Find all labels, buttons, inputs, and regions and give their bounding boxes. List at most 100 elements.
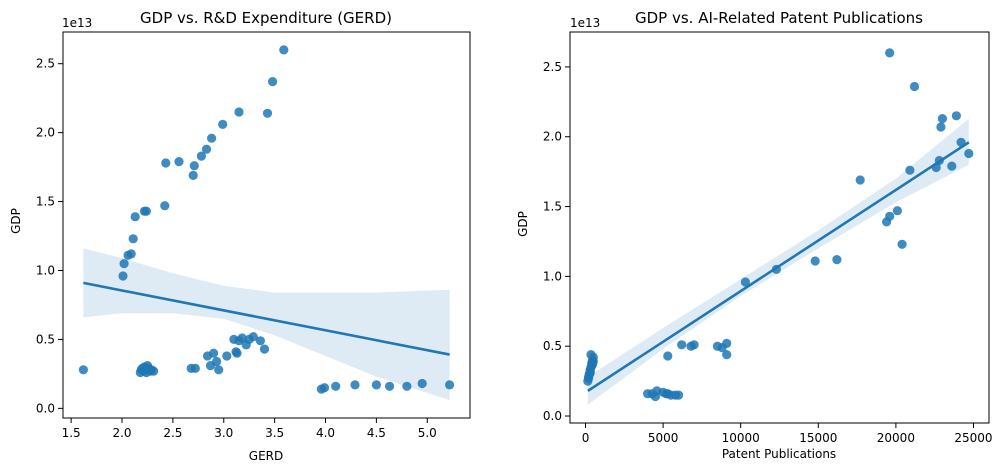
chart-right-data-point xyxy=(810,256,820,266)
chart-right-x-tick-label: 5000 xyxy=(648,431,679,445)
chart-right-y-tick-label: 2.0 xyxy=(543,130,562,144)
chart-right-data-point xyxy=(674,390,684,400)
chart-left-x-tick-label: 3.0 xyxy=(214,426,233,440)
chart-left-y-tick-label: 2.0 xyxy=(36,126,55,140)
chart-right-data-point xyxy=(722,350,732,360)
chart-right-data-point xyxy=(832,255,842,265)
chart-right-data-point xyxy=(964,148,974,159)
chart-right-data-point xyxy=(650,391,661,402)
chart-left-data-point xyxy=(149,366,159,376)
chart-left-xlabel: GERD xyxy=(249,449,283,463)
chart-left-y-tick-label: 0.0 xyxy=(36,401,55,415)
chart-left-data-point xyxy=(350,380,360,390)
chart-left-data-point xyxy=(445,380,455,390)
chart-right-data-point xyxy=(947,161,957,171)
chart-right-x-tick-label: 25000 xyxy=(954,431,992,445)
chart-left-data-point xyxy=(268,77,278,87)
chart-left-data-point xyxy=(141,206,151,216)
chart-right-y-tick-label: 0.5 xyxy=(543,339,562,353)
chart-left-data-point xyxy=(196,151,206,161)
chart-right: 0 5000 10000 15000 20000 25000 0.0 0.5 1.0 1.5 2.0… xyxy=(516,9,993,461)
chart-left-data-point xyxy=(371,380,381,390)
chart-left-data-point xyxy=(188,170,198,180)
chart-left-data-point xyxy=(128,234,138,244)
chart-left-data-point xyxy=(161,158,171,168)
chart-left-data-point xyxy=(417,378,427,389)
chart-right-y-tick-label: 2.5 xyxy=(543,60,562,74)
chart-left-data-point xyxy=(119,259,129,269)
chart-left-x-tick-label: 4.0 xyxy=(316,426,335,440)
chart-left-data-point xyxy=(237,333,247,343)
chart-right-y-tick-label: 0.0 xyxy=(543,409,562,423)
chart-right-data-point xyxy=(677,340,687,350)
chart-right-data-point xyxy=(936,122,946,132)
chart-left: 1.5 2.0 2.5 3.0 3.5 4.0 4.5 5.0 0.0 0.5 1.0 1.5 2.0 2… xyxy=(9,9,471,463)
chart-left-x-tick-label: 2.0 xyxy=(112,426,131,440)
chart-left-data-point xyxy=(209,348,219,358)
chart-right-data-point xyxy=(663,351,673,361)
chart-left-data-point xyxy=(262,108,273,118)
chart-right-data-point xyxy=(689,340,699,350)
chart-left-data-point xyxy=(402,381,412,391)
chart-left-data-point xyxy=(255,336,265,346)
chart-left-data-point xyxy=(78,365,88,375)
chart-left-x-tick-label: 5.0 xyxy=(418,426,437,440)
chart-left-data-point xyxy=(232,348,242,358)
chart-left-y-tick-label: 1.0 xyxy=(36,263,55,277)
chart-left-data-point xyxy=(189,161,199,171)
chart-right-data-point xyxy=(897,239,907,249)
chart-left-x-tick-label: 1.5 xyxy=(62,426,81,440)
chart-right-data-point xyxy=(937,114,948,124)
chart-left-y-tick-label: 2.5 xyxy=(36,57,55,71)
chart-left-title: GDP vs. R&D Expenditure (GERD) xyxy=(140,9,392,27)
chart-right-data-point xyxy=(585,365,595,375)
chart-left-data-point xyxy=(218,119,228,129)
chart-left-data-point xyxy=(126,249,136,259)
chart-left-data-point xyxy=(207,133,217,143)
chart-right-data-point xyxy=(956,137,966,147)
chart-left-axes-frame xyxy=(62,31,471,419)
chart-left-points-layer xyxy=(78,45,455,394)
chart-right-y-tick-label: 1.5 xyxy=(543,200,562,214)
chart-left-data-point xyxy=(248,332,258,342)
chart-left-y-offset: 1e13 xyxy=(62,16,92,30)
chart-left-data-point xyxy=(118,271,128,281)
chart-left-band-layer xyxy=(83,248,450,401)
chart-right-data-point xyxy=(905,165,915,175)
chart-right-data-point xyxy=(951,111,962,121)
chart-right-data-point xyxy=(740,277,751,287)
chart-right-y-tick-label: 1.0 xyxy=(543,269,562,283)
chart-right-band-layer xyxy=(587,118,969,405)
chart-left-data-point xyxy=(385,381,395,391)
chart-right-data-point xyxy=(663,389,673,399)
chart-right-points-layer xyxy=(583,48,974,402)
chart-right-xlabel: Patent Publications xyxy=(722,447,836,461)
chart-left-regression-line xyxy=(83,281,450,356)
chart-right-data-point xyxy=(885,211,895,221)
chart-left-data-point xyxy=(279,45,289,55)
chart-right-y-offset: 1e13 xyxy=(570,16,600,30)
chart-left-data-point xyxy=(174,157,184,167)
chart-left-axes: 1.5 2.0 2.5 3.0 3.5 4.0 4.5 5.0 0.0 0.5 1.0 1.5 2.0 2… xyxy=(36,31,471,440)
chart-left-data-point xyxy=(190,363,200,373)
chart-left-data-point xyxy=(160,201,170,211)
chart-right-data-point xyxy=(892,206,903,216)
chart-right-x-tick-label: 15000 xyxy=(799,431,837,445)
chart-left-x-tick-label: 3.5 xyxy=(265,426,284,440)
chart-left-ylabel: GDP xyxy=(9,208,23,234)
chart-left-data-point xyxy=(212,356,222,367)
chart-right-data-point xyxy=(934,155,944,166)
chart-left-data-point xyxy=(234,107,244,117)
chart-left-data-point xyxy=(331,381,341,391)
chart-right-data-point xyxy=(931,162,941,173)
chart-left-x-tick-label: 4.5 xyxy=(367,426,386,440)
chart-left-data-point xyxy=(319,383,330,393)
chart-left-y-tick-label: 0.5 xyxy=(36,332,55,346)
chart-right-ylabel: GDP xyxy=(516,211,530,237)
chart-right-data-point xyxy=(855,175,865,185)
chart-left-data-point xyxy=(222,351,232,361)
chart-right-data-point xyxy=(586,350,596,360)
chart-left-data-point xyxy=(130,212,140,222)
chart-right-data-point xyxy=(722,338,732,348)
